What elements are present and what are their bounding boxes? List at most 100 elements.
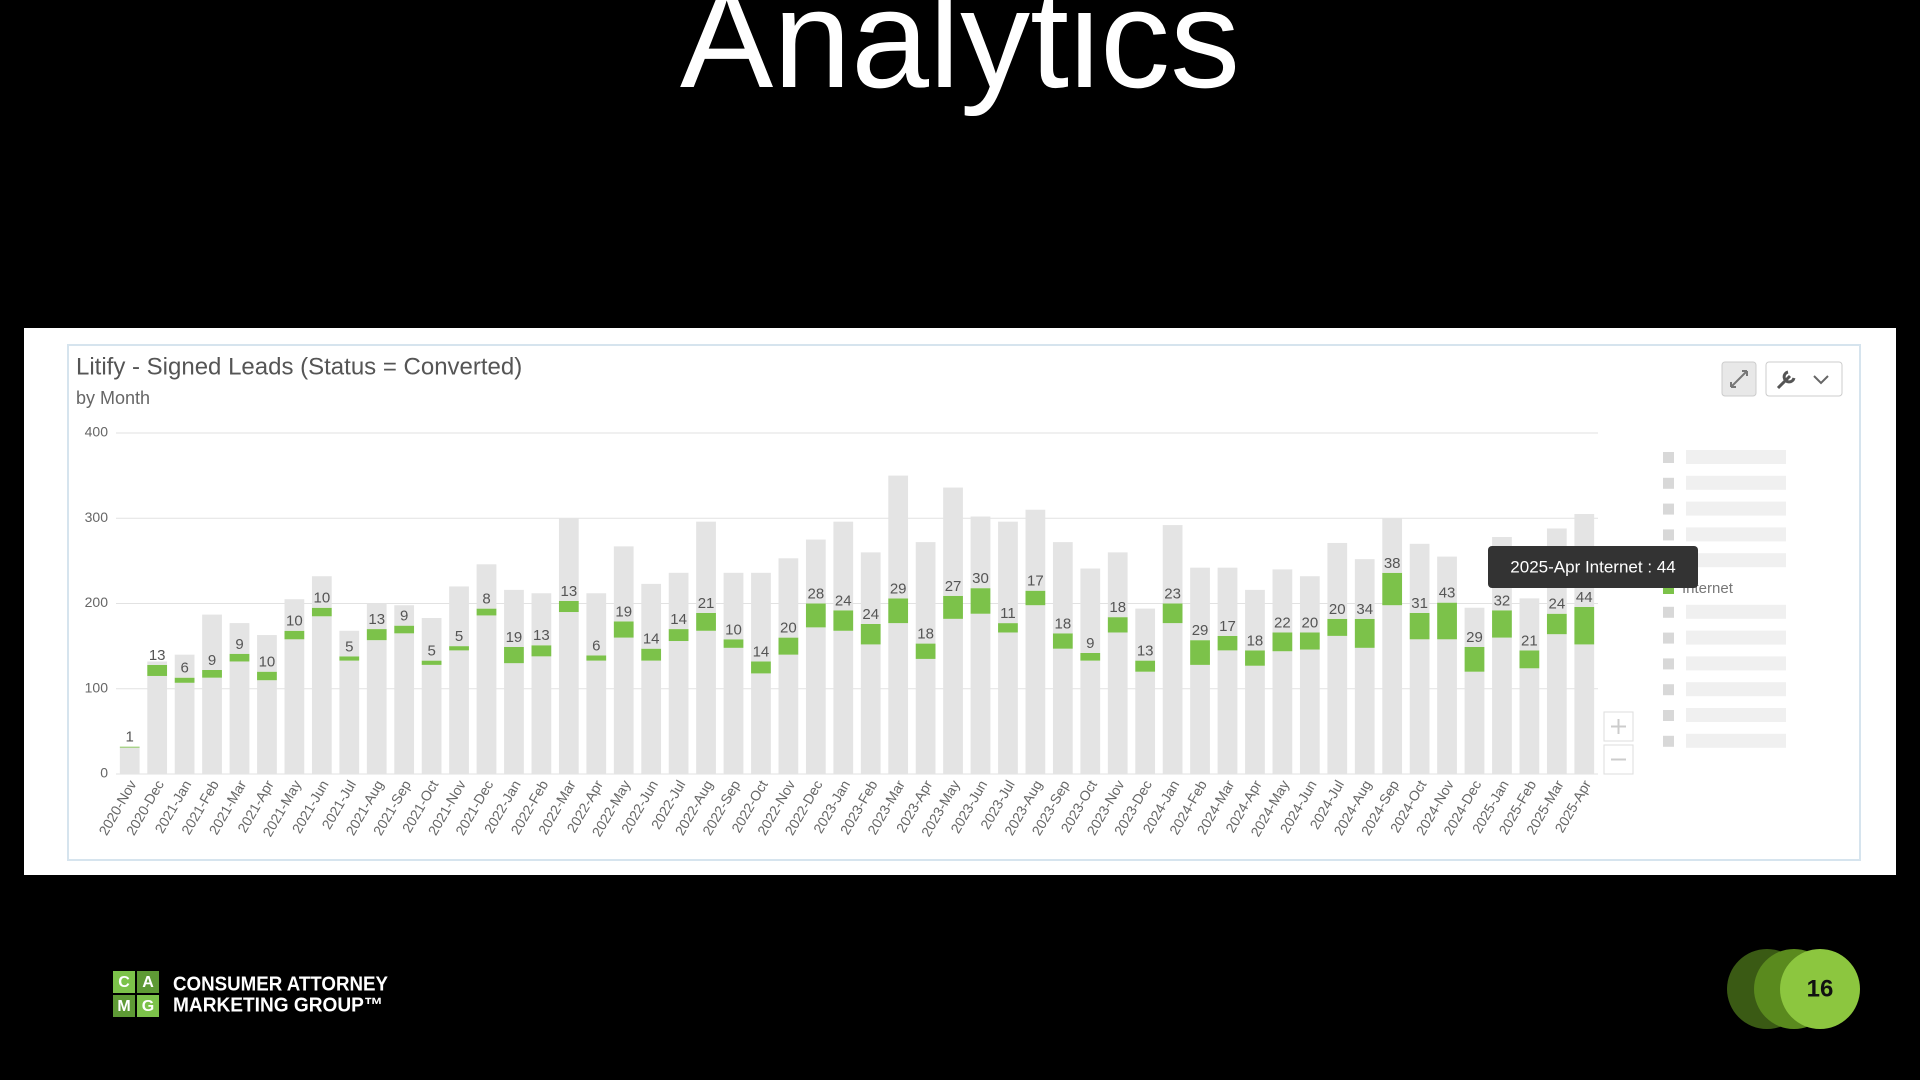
bar-segment <box>1327 542 1348 619</box>
legend-placeholder <box>1686 475 1786 490</box>
data-label: 21 <box>1521 632 1538 649</box>
data-label: 13 <box>149 647 166 664</box>
data-label: 5 <box>455 628 463 645</box>
bar-segment <box>778 654 799 774</box>
company-name: MARKETING GROUP™ <box>173 994 383 1016</box>
bar-segment <box>888 598 909 624</box>
bar-segment <box>778 558 799 638</box>
bar-segment <box>641 583 662 649</box>
bar-segment <box>504 589 524 647</box>
data-label: 31 <box>1411 595 1428 612</box>
bar-segment <box>696 630 716 774</box>
bar-segment <box>1190 640 1210 665</box>
data-label: 17 <box>1027 573 1044 590</box>
bar-segment <box>613 546 634 622</box>
logo-letter: G <box>142 998 154 1015</box>
bar-segment <box>394 605 415 626</box>
bar-segment <box>1354 559 1375 619</box>
bar-segment <box>1217 567 1238 636</box>
bar-segment <box>476 564 497 609</box>
bar-segment <box>1519 598 1540 651</box>
bar-segment <box>1190 664 1210 774</box>
y-tick-label: 200 <box>85 594 109 610</box>
bar-segment <box>668 572 689 630</box>
bar-segment <box>943 595 963 619</box>
bar-segment <box>1107 632 1128 774</box>
data-label: 22 <box>1274 614 1291 631</box>
bar-segment <box>833 521 854 611</box>
tooltip: 2025-Apr Internet : 44 <box>1488 546 1698 588</box>
data-label: 20 <box>1301 614 1318 631</box>
bar-segment <box>1135 608 1156 661</box>
dropdown-icon <box>1813 375 1829 385</box>
bar-segment <box>696 521 716 613</box>
bar-segment <box>1464 671 1485 774</box>
bar-segment <box>1409 543 1430 613</box>
bar-segment <box>1492 637 1512 774</box>
logo-box <box>137 995 159 1017</box>
bar-segment <box>339 656 360 661</box>
data-label: 13 <box>533 627 550 644</box>
bar-segment <box>1245 589 1265 651</box>
bar-segment <box>1052 633 1073 649</box>
bar-segment <box>421 664 442 774</box>
settings-button[interactable] <box>1765 361 1843 397</box>
data-label: 18 <box>1054 615 1071 632</box>
data-label: 10 <box>286 613 303 630</box>
data-label: 9 <box>1086 635 1094 652</box>
legend-placeholder <box>1663 735 1674 747</box>
bar-segment <box>1546 634 1567 774</box>
bar-segment <box>1217 650 1238 774</box>
bar-segment <box>476 608 497 616</box>
legend-placeholder <box>1663 452 1674 463</box>
bar-segment <box>860 644 881 774</box>
data-label: 21 <box>698 595 715 612</box>
legend-placeholder <box>1663 684 1674 696</box>
bar-segment <box>1382 605 1403 774</box>
bar-segment <box>339 630 360 657</box>
bar-segment <box>1299 576 1320 633</box>
bar-segment <box>805 539 826 604</box>
bar-segment <box>366 640 387 774</box>
bar-segment <box>1437 639 1457 774</box>
page-number-badge: 16 <box>1727 949 1860 1029</box>
bar-segment <box>311 607 332 617</box>
bar-segment <box>943 618 963 774</box>
legend-placeholder <box>1686 708 1786 722</box>
bar-segment <box>668 629 689 642</box>
bar-segment <box>751 572 771 662</box>
bar-segment <box>860 552 881 624</box>
bar-segment <box>1135 671 1156 774</box>
bar-segment <box>586 593 607 656</box>
logo: C A M G CONSUMER ATTORNEY MARKETING GROU… <box>113 971 389 1017</box>
bar-segment <box>339 660 360 774</box>
data-label: 18 <box>917 626 934 643</box>
data-label: 14 <box>753 643 770 660</box>
bar-segment <box>1409 639 1430 774</box>
data-label: 32 <box>1494 592 1511 609</box>
wrench-icon <box>1776 370 1796 390</box>
bar-segment <box>229 623 250 654</box>
bar-segment <box>174 654 195 678</box>
data-label: 14 <box>670 611 687 628</box>
legend-placeholder <box>1663 477 1674 489</box>
bar-segment <box>504 646 524 664</box>
bar-segment <box>1299 632 1320 650</box>
data-label: 29 <box>1466 629 1483 646</box>
bar-segment <box>229 653 250 662</box>
badge-circle <box>1780 949 1860 1029</box>
zoom-in-button[interactable] <box>1603 711 1634 742</box>
data-label: 20 <box>1329 601 1346 618</box>
bar-segment <box>970 613 991 774</box>
bar-segment <box>257 680 277 774</box>
bar-segment <box>915 643 936 659</box>
data-label: 6 <box>180 660 188 677</box>
bar-segment <box>833 630 854 774</box>
bar-segment <box>1080 568 1101 653</box>
bar-segment <box>1107 552 1128 618</box>
bar-segment <box>1492 610 1512 638</box>
bar-segment <box>1025 590 1046 606</box>
data-label: 44 <box>1576 589 1593 606</box>
legend-placeholder <box>1663 632 1674 644</box>
bar-segment <box>860 623 881 645</box>
